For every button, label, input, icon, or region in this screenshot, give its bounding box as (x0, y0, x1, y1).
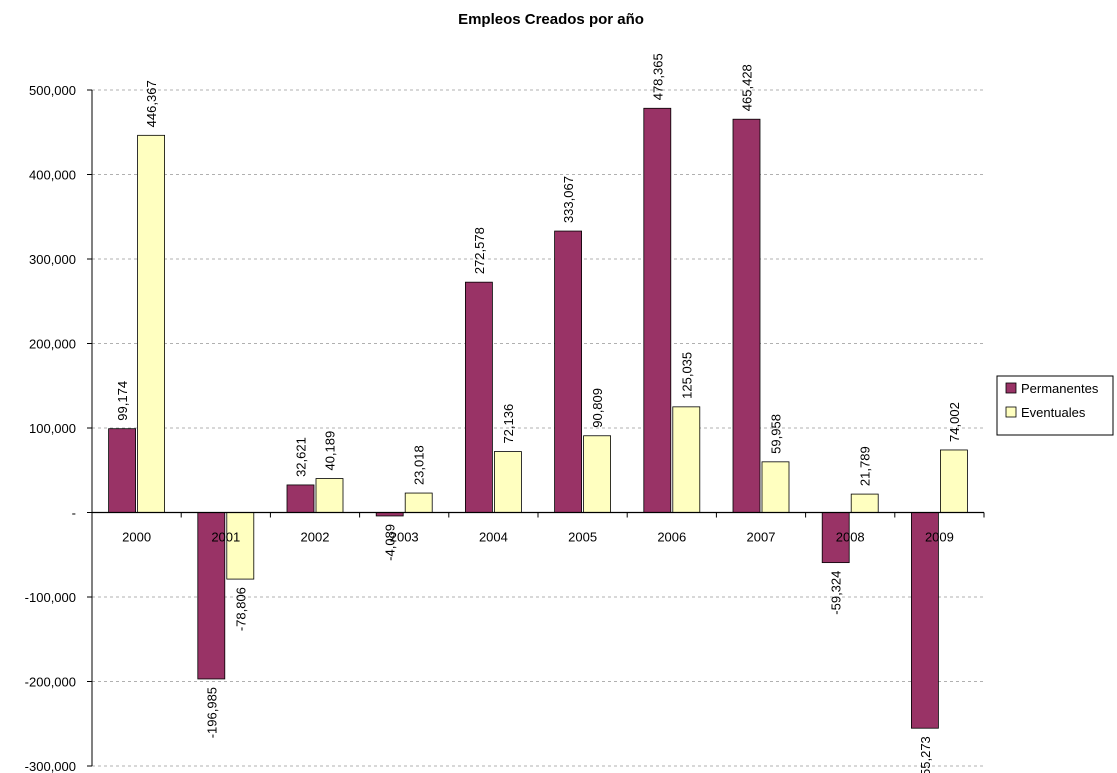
legend-label: Permanentes (1021, 381, 1099, 396)
y-tick-label: -100,000 (25, 590, 76, 605)
x-tick-label: 2009 (925, 530, 954, 545)
chart-title: Empleos Creados por año (458, 11, 644, 28)
bar-eventuales (137, 134, 166, 513)
data-label: 333,067 (561, 176, 576, 223)
data-label: -78,806 (233, 587, 248, 631)
bar-eventuales (404, 492, 433, 513)
x-axis: 2000 2001 2002 2003 2004 2005 2006 2007 2008 2009 (91, 511, 985, 545)
y-tick-label: -300,000 (25, 759, 76, 773)
data-label: -196,985 (204, 687, 219, 738)
data-label: 465,428 (740, 64, 755, 111)
data-label: 90,809 (590, 388, 605, 428)
data-label: 59,958 (769, 414, 784, 454)
bar-eventuales (226, 512, 255, 580)
data-label: -255,273 (918, 736, 933, 773)
bars (108, 107, 968, 729)
legend-swatch (1005, 406, 1017, 418)
data-label: 478,365 (650, 53, 665, 100)
x-tick-label: 2002 (301, 530, 330, 545)
y-tick-label: -200,000 (25, 675, 76, 690)
bar-eventuales (761, 461, 790, 513)
gridlines (92, 89, 984, 767)
y-tick-label: 100,000 (29, 421, 76, 436)
data-label: 32,621 (294, 437, 309, 477)
data-label: 125,035 (679, 352, 694, 399)
bar-permanentes (732, 118, 761, 513)
x-tick-label: 2005 (568, 530, 597, 545)
y-tick-label: 300,000 (29, 252, 76, 267)
x-tick-label: 2000 (122, 530, 151, 545)
x-tick-label: 2004 (479, 530, 508, 545)
legend: Permanentes Eventuales (996, 375, 1114, 436)
data-label: 446,367 (144, 80, 159, 127)
y-tick-label: 400,000 (29, 168, 76, 183)
x-tick-label: 2001 (211, 530, 240, 545)
y-tick-label: 500,000 (29, 83, 76, 98)
bar-permanentes (821, 512, 850, 564)
data-label: 21,789 (858, 446, 873, 486)
data-label: 23,018 (412, 445, 427, 485)
bar-eventuales (940, 449, 968, 513)
data-label: -59,324 (829, 571, 844, 615)
x-tick-label: 2003 (390, 530, 419, 545)
data-label: 40,189 (323, 431, 338, 471)
data-label: 99,174 (115, 381, 130, 421)
y-tick-label: 200,000 (29, 337, 76, 352)
data-label: -4,089 (383, 524, 398, 561)
bar-eventuales (583, 435, 611, 513)
bar-permanentes (108, 428, 136, 513)
legend-label: Eventuales (1021, 405, 1086, 420)
bar-eventuales (493, 451, 522, 513)
x-tick-label: 2006 (657, 530, 686, 545)
data-label: 72,136 (501, 404, 516, 444)
y-tick-label: - (72, 506, 76, 521)
legend-swatch (1005, 382, 1017, 394)
bar-eventuales (315, 478, 344, 513)
bar-permanentes (286, 484, 315, 513)
data-label: 272,578 (472, 227, 487, 274)
bar-permanentes (643, 107, 672, 513)
x-tick-label: 2008 (836, 530, 865, 545)
x-tick-label: 2007 (747, 530, 776, 545)
bar-permanentes (911, 512, 939, 729)
y-axis: 500,000 400,000 300,000 200,000 100,000 - -100… (25, 83, 93, 773)
bar-eventuales (672, 406, 701, 513)
bar-permanentes (464, 281, 493, 513)
data-label: 74,002 (947, 402, 962, 442)
bar-eventuales (850, 493, 879, 513)
data-labels: 99,174 446,367 -196,985 -78,806 32,621 40,189… (115, 53, 962, 773)
bar-permanentes (554, 230, 582, 513)
